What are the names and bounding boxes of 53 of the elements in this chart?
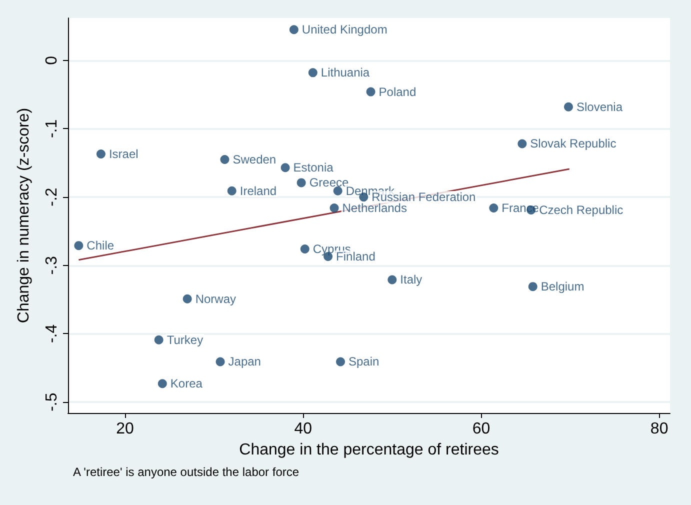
point [74,241,84,250]
y-tick-label: -.4 [44,324,60,344]
x-tick-label: 80 [650,420,668,438]
annotation: Chile [86,238,114,253]
x-tick-label: 60 [472,420,490,438]
annotation: Turkey [166,332,204,347]
y-tick-label: -.1 [44,119,60,138]
annotation: Ireland [240,184,277,198]
annotation: Netherlands [342,200,407,215]
y-tick-label: 0 [44,56,60,65]
point [227,186,236,196]
annotation: Belgium [540,280,584,294]
point [154,335,164,344]
annotation: Estonia [293,160,334,175]
annotation: Italy [400,272,422,287]
point [182,294,192,304]
point [280,163,290,172]
annotation: Lithuania [320,66,370,80]
point [489,203,498,212]
point [300,244,310,254]
point [296,178,306,188]
x-axis-title: Change in the percentage of retirees [239,441,499,458]
y-tick-label: -.2 [44,188,60,206]
annotation: United Kingdom [302,22,388,37]
y-axis-title: Change in numeracy (z-score) [16,108,32,324]
y-tick-label: -.3 [44,256,60,275]
point [308,68,318,78]
annotation: Japan [228,354,261,369]
point [528,282,538,292]
annotation: Czech Republic [539,203,624,218]
point [336,357,346,366]
point [366,87,376,96]
annotation: Spain [348,354,380,369]
point [96,149,106,158]
annotation: Poland [378,84,416,99]
y-tick-label: -.5 [44,392,60,412]
point [158,379,167,388]
point [289,25,298,34]
annotation: Korea [170,376,203,391]
point [518,139,527,148]
point [216,357,225,366]
x-tick-label: 20 [116,420,134,438]
annotation: Norway [195,292,236,306]
point [564,102,573,112]
x-tick-label: 40 [294,420,312,438]
annotation: Slovak Republic [530,136,616,151]
text: A 'retiree' is anyone outside the labor force [73,465,300,479]
annotation: Sweden [232,152,276,166]
annotation: Slovenia [576,100,623,114]
annotation: Israel [108,146,138,161]
point [388,275,397,284]
point [330,203,339,212]
point [220,154,230,164]
